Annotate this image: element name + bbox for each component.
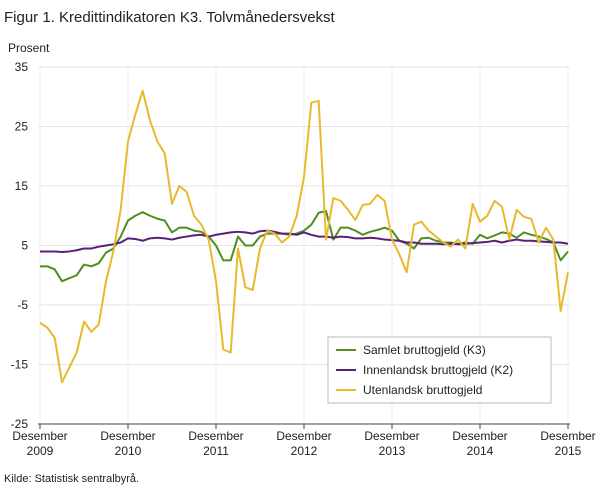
chart-title: Figur 1. Kredittindikatoren K3. Tolvmåne… bbox=[4, 9, 336, 26]
x-tick-label: Desember 2013 bbox=[364, 429, 420, 458]
x-tick-label: Desember 2010 bbox=[100, 429, 156, 458]
x-tick-label: Desember 2012 bbox=[276, 429, 332, 458]
y-tick-label: 5 bbox=[21, 239, 28, 253]
legend-label: Innenlandsk bruttogjeld (K2) bbox=[363, 363, 513, 377]
x-tick-label: Desember 2015 bbox=[540, 429, 596, 458]
y-axis-label: Prosent bbox=[8, 41, 50, 55]
y-tick-label: 35 bbox=[15, 60, 29, 74]
x-tick-label: Desember 2014 bbox=[452, 429, 508, 458]
x-tick-label: Desember 2011 bbox=[188, 429, 244, 458]
series-line bbox=[40, 209, 569, 283]
y-tick-label: -5 bbox=[17, 298, 28, 312]
series-line bbox=[39, 89, 569, 384]
legend-label: Samlet bruttogjeld (K3) bbox=[363, 343, 486, 357]
y-tick-label: -25 bbox=[11, 417, 29, 431]
y-tick-label: -15 bbox=[11, 358, 29, 372]
series-line bbox=[40, 229, 569, 254]
y-tick-label: 15 bbox=[15, 179, 29, 193]
y-tick-label: 25 bbox=[15, 120, 29, 134]
source: Kilde: Statistisk sentralbyrå. bbox=[4, 473, 139, 485]
legend-label: Utenlandsk bruttogjeld bbox=[363, 383, 482, 397]
legend-box bbox=[327, 336, 552, 404]
x-tick-label: Desember 2009 bbox=[12, 429, 68, 458]
